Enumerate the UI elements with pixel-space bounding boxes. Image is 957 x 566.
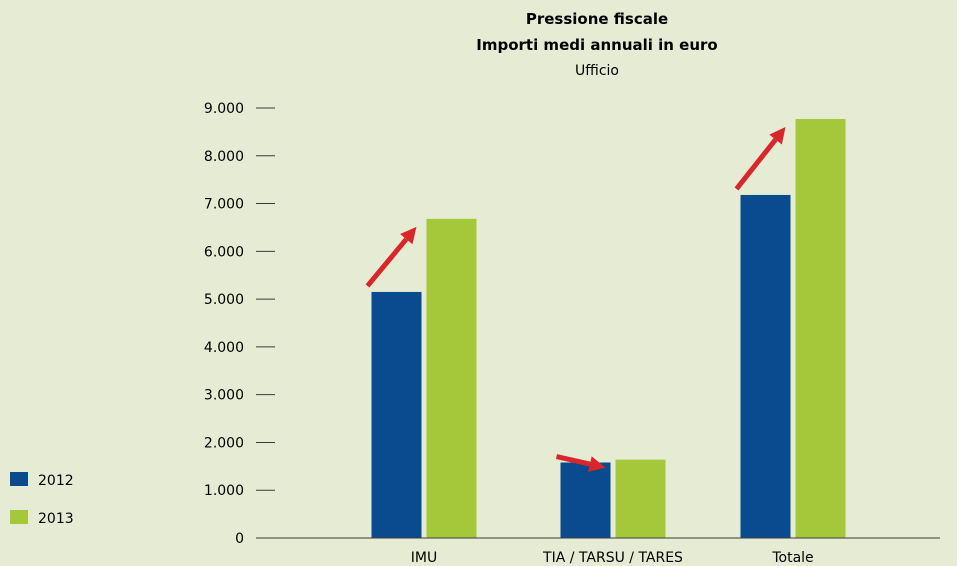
chart-subtitle: Importi medi annuali in euro [476,36,717,54]
bar-2012 [560,462,611,538]
trend-arrow-head [769,126,786,145]
x-category-label: TIA / TARSU / TARES [542,550,683,566]
y-tick-label: 0 [235,531,244,547]
legend-label-2013: 2013 [38,511,74,527]
chart-title: Pressione fiscale [526,10,668,28]
trend-arrow-head [588,456,606,472]
trend-arrow-shaft [555,454,591,467]
y-tick-label: 4.000 [204,340,244,356]
legend-swatch-2013 [10,510,28,524]
legend-label-2012: 2012 [38,473,74,489]
legend-swatch-2012 [10,472,28,486]
bar-2013 [426,218,477,538]
legend: 2012 2013 [10,472,74,527]
y-tick-label: 9.000 [204,101,244,117]
bar-2013 [615,459,666,538]
bar-2012 [371,291,422,538]
y-tick-label: 8.000 [204,149,244,165]
y-tick-label: 6.000 [204,244,244,260]
arrows [365,126,786,472]
chart-subtitle-2: Ufficio [575,63,619,79]
bar-2013 [795,118,846,538]
y-tick-label: 5.000 [204,292,244,308]
trend-arrow-shaft [734,137,778,191]
trend-arrow-shaft [365,237,409,288]
y-tick-label: 7.000 [204,197,244,213]
trend-arrow-head [400,226,417,245]
y-tick-label: 2.000 [204,435,244,451]
x-category-label: Totale [771,550,813,566]
y-axis: 0 1.000 2.000 3.000 4.000 5.000 6.000 7.000 8.00… [204,101,275,547]
x-axis: IMU TIA / TARSU / TARES Totale [256,537,940,566]
bars [371,118,846,538]
y-tick-label: 3.000 [204,388,244,404]
x-category-label: IMU [411,550,437,566]
y-tick-label: 1.000 [204,483,244,499]
bar-2012 [740,194,791,538]
